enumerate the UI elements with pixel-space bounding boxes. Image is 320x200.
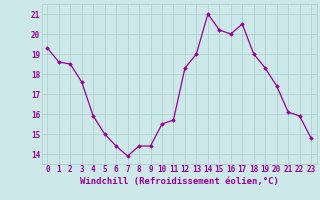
X-axis label: Windchill (Refroidissement éolien,°C): Windchill (Refroidissement éolien,°C) (80, 177, 279, 186)
